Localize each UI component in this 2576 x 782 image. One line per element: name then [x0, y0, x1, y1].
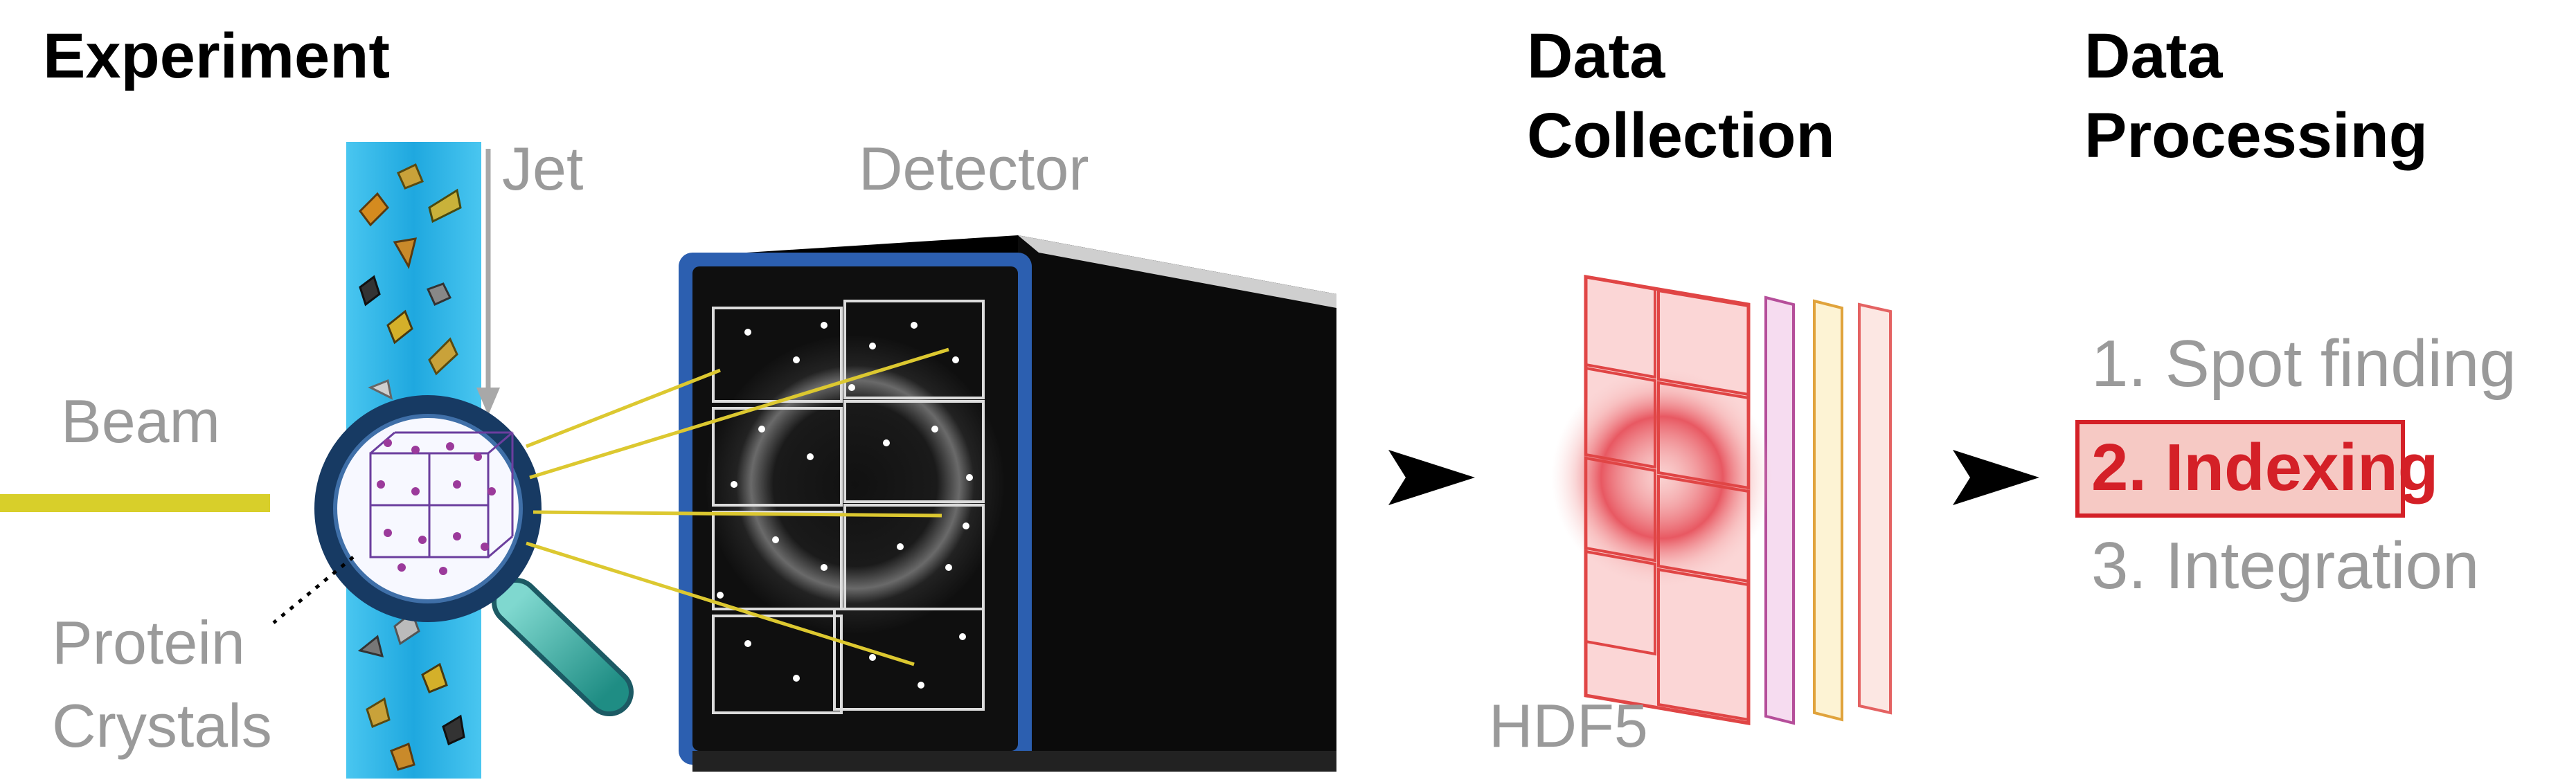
- arrow-to-collection: [1388, 450, 1475, 505]
- step-spot-finding: 1. Spot finding: [2091, 327, 2516, 401]
- crystal: [366, 697, 391, 729]
- step-indexing: 2. Indexing: [2091, 430, 2439, 504]
- protein-label-line1: Protein: [52, 608, 245, 677]
- magnifier-handle: [492, 578, 634, 716]
- crystal: [359, 275, 381, 307]
- crystal-lattice: [369, 431, 514, 558]
- data-collection-heading-line1: Data: [1527, 21, 1665, 91]
- molecule-dots: [377, 439, 496, 575]
- jet-direction-arrow: [476, 149, 500, 415]
- magnifier-lens: [314, 395, 542, 622]
- crystal: [393, 237, 418, 269]
- crystal: [428, 188, 462, 224]
- protein-label-line2: Crystals: [52, 691, 272, 760]
- step-integration: 3. Integration: [2091, 529, 2480, 603]
- crystal: [397, 163, 424, 190]
- detector-label: Detector: [859, 134, 1089, 203]
- detector-screen: [706, 300, 1004, 714]
- crystal: [421, 662, 448, 693]
- beam-label: Beam: [61, 387, 220, 455]
- crystal: [359, 192, 389, 227]
- arrow-to-processing: [1953, 450, 2039, 505]
- crystal: [390, 742, 415, 771]
- experiment-heading: Experiment: [43, 21, 391, 91]
- crystal: [428, 337, 458, 376]
- data-collection-heading-line2: Collection: [1527, 100, 1835, 171]
- crystal: [442, 714, 465, 746]
- diffraction-rays: [526, 347, 949, 666]
- data-processing-heading-line2: Processing: [2084, 100, 2428, 171]
- indexing-highlight-box: [2075, 420, 2405, 518]
- jet-label: Jet: [502, 134, 584, 203]
- data-processing-heading-line1: Data: [2084, 21, 2223, 91]
- crystal: [386, 309, 413, 345]
- crystal: [426, 282, 452, 306]
- hdf5-label: HDF5: [1489, 691, 1648, 760]
- hdf5-frame-stack: [1551, 275, 1892, 725]
- crystal: [368, 379, 393, 400]
- crystal: [357, 635, 384, 658]
